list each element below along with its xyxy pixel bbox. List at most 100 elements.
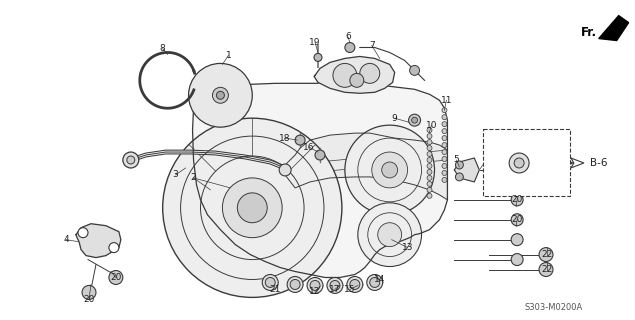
Circle shape <box>539 248 553 261</box>
Circle shape <box>333 63 357 87</box>
Circle shape <box>378 223 401 247</box>
Text: 10: 10 <box>425 121 438 130</box>
Circle shape <box>427 134 432 139</box>
Circle shape <box>442 108 447 113</box>
Circle shape <box>295 135 305 145</box>
Polygon shape <box>76 224 121 258</box>
Polygon shape <box>599 16 629 41</box>
Circle shape <box>427 146 432 150</box>
Circle shape <box>442 115 447 120</box>
Circle shape <box>350 279 360 289</box>
Circle shape <box>427 152 432 156</box>
Circle shape <box>509 153 529 173</box>
FancyBboxPatch shape <box>483 129 570 196</box>
Text: B-6: B-6 <box>590 158 608 168</box>
Text: 20: 20 <box>110 273 121 282</box>
Circle shape <box>327 277 343 293</box>
Circle shape <box>222 178 282 238</box>
Circle shape <box>511 214 523 226</box>
Circle shape <box>367 275 383 291</box>
Circle shape <box>427 193 432 198</box>
Circle shape <box>511 234 523 246</box>
Circle shape <box>330 280 340 291</box>
Circle shape <box>360 63 380 83</box>
Text: 3: 3 <box>173 171 178 180</box>
Circle shape <box>279 164 291 176</box>
Circle shape <box>442 149 447 155</box>
Circle shape <box>315 150 325 160</box>
Circle shape <box>442 171 447 175</box>
Text: 18: 18 <box>279 133 291 143</box>
Circle shape <box>442 122 447 127</box>
Text: 7: 7 <box>369 41 375 50</box>
Circle shape <box>442 164 447 168</box>
Circle shape <box>370 277 380 287</box>
Circle shape <box>427 128 432 132</box>
Circle shape <box>514 158 524 168</box>
Circle shape <box>217 91 224 99</box>
Text: 1: 1 <box>225 51 231 60</box>
Circle shape <box>442 143 447 148</box>
Text: 20: 20 <box>511 215 523 224</box>
Text: 16: 16 <box>304 142 315 152</box>
Circle shape <box>189 63 252 127</box>
Text: 14: 14 <box>374 275 385 284</box>
Circle shape <box>290 279 300 289</box>
Polygon shape <box>314 56 395 93</box>
Circle shape <box>350 73 364 87</box>
Circle shape <box>455 161 464 169</box>
Circle shape <box>262 275 278 291</box>
Circle shape <box>237 193 267 223</box>
Circle shape <box>382 162 398 178</box>
Text: 20: 20 <box>83 295 95 304</box>
Text: 8: 8 <box>160 44 166 53</box>
Text: 4: 4 <box>64 235 69 244</box>
Text: 12: 12 <box>309 287 321 296</box>
Circle shape <box>109 270 123 284</box>
Circle shape <box>539 262 553 276</box>
Circle shape <box>442 177 447 182</box>
Circle shape <box>310 280 320 291</box>
Circle shape <box>123 152 139 168</box>
Circle shape <box>371 152 408 188</box>
Polygon shape <box>192 83 448 277</box>
Text: 22: 22 <box>542 250 552 259</box>
Circle shape <box>265 277 275 287</box>
Circle shape <box>163 118 342 297</box>
Circle shape <box>511 253 523 266</box>
Circle shape <box>345 43 355 52</box>
Circle shape <box>358 203 422 267</box>
Polygon shape <box>571 158 584 168</box>
Circle shape <box>427 181 432 186</box>
Circle shape <box>427 157 432 163</box>
Circle shape <box>455 173 464 181</box>
Text: 6: 6 <box>345 32 351 41</box>
Text: Fr.: Fr. <box>581 26 597 39</box>
Circle shape <box>442 129 447 134</box>
Circle shape <box>442 136 447 140</box>
Circle shape <box>347 276 363 292</box>
Circle shape <box>496 165 506 175</box>
Circle shape <box>314 53 322 61</box>
Circle shape <box>411 117 418 123</box>
Circle shape <box>427 164 432 168</box>
Circle shape <box>82 285 96 300</box>
Text: 2: 2 <box>190 173 196 182</box>
Circle shape <box>127 156 135 164</box>
Text: 13: 13 <box>402 243 413 252</box>
Circle shape <box>442 156 447 162</box>
Text: 15: 15 <box>344 285 356 294</box>
Text: 19: 19 <box>309 38 321 47</box>
Polygon shape <box>285 133 448 200</box>
Circle shape <box>427 170 432 174</box>
Circle shape <box>78 228 88 238</box>
Text: S303-M0200A: S303-M0200A <box>525 303 583 312</box>
Circle shape <box>408 114 420 126</box>
Circle shape <box>427 140 432 145</box>
Text: 22: 22 <box>542 265 552 274</box>
Circle shape <box>287 276 303 292</box>
Circle shape <box>427 175 432 180</box>
Text: 5: 5 <box>453 156 459 164</box>
Text: 20: 20 <box>511 195 523 204</box>
Circle shape <box>345 125 434 215</box>
